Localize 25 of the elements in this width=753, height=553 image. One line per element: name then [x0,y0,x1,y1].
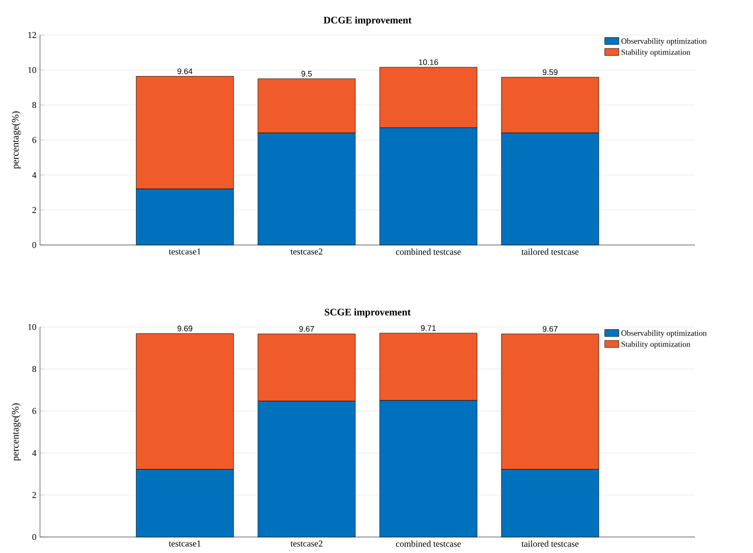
y-tick-label: 10 [28,324,36,330]
y-tick-label: 6 [32,408,36,414]
x-tick-label: testcase2 [290,540,322,547]
y-tick-label: 8 [32,366,36,372]
y-tick-label: 4 [32,172,36,178]
y-tick-label: 2 [32,492,36,498]
y-axis-title: percentage(%) [12,111,21,169]
x-tick-label: testcase1 [168,540,201,547]
y-axis-title: percentage(%) [12,403,21,461]
chart-title: DCGE improvement [324,16,412,26]
x-tick-label: combined testcase [396,248,461,255]
y-tick-label: 2 [32,207,36,213]
y-tick-label: 6 [32,136,36,144]
y-tick-label: 0 [32,534,36,540]
x-tick-label: testcase2 [290,248,322,255]
x-tick-label: testcase1 [168,248,201,255]
x-tick-label: tailored testcase [521,248,579,255]
x-tick-label: combined testcase [396,540,461,547]
chart-title: SCGE improvement [324,308,411,318]
y-tick-label: 12 [28,32,36,38]
y-tick-label: 8 [32,102,36,108]
y-tick-label: 4 [32,450,36,456]
y-tick-label: 0 [32,242,36,248]
y-tick-label: 10 [28,66,36,74]
x-tick-label: tailored testcase [521,540,579,547]
